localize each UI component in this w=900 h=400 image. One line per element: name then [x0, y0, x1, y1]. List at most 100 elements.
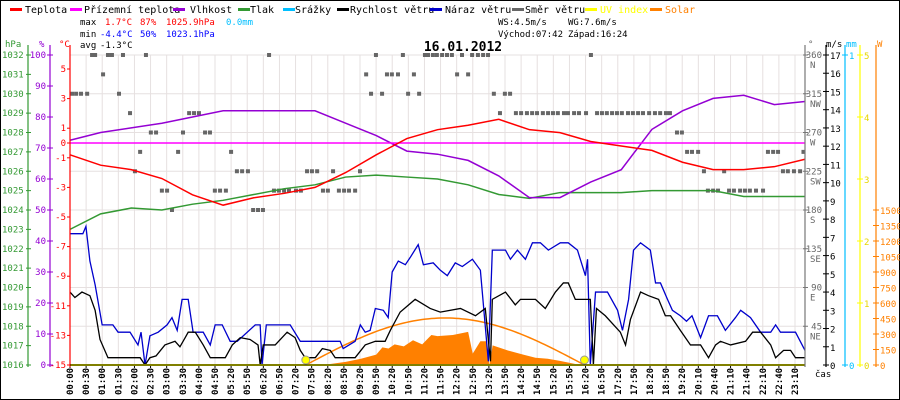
wind-direction-point — [475, 53, 480, 57]
temperature-tick-label: -9 — [55, 272, 66, 282]
solar-axis-unit: W — [877, 40, 883, 50]
wind-direction-point — [358, 169, 363, 174]
temperature-tick-label: 3 — [61, 95, 66, 105]
wind-direction-point — [696, 149, 701, 154]
wind-direction-point — [426, 53, 431, 57]
wind-direction-point — [513, 111, 518, 116]
wind-direction-point — [364, 72, 369, 77]
humidity-tick-label: 40 — [35, 237, 46, 247]
pressure-tick-label: 1020 — [2, 284, 24, 294]
solar-tick-label: 600 — [880, 300, 896, 310]
wind-direction-point — [555, 111, 560, 116]
wind-direction-point — [588, 53, 593, 57]
wind-direction-point — [346, 188, 351, 193]
stats-min-hum: 50% — [140, 30, 157, 40]
wind-direction-point — [85, 91, 90, 96]
wind-direction-point — [640, 111, 645, 116]
wind-direction-point — [320, 188, 325, 193]
wind-direction-point — [117, 91, 121, 96]
wind-direction-point — [440, 53, 445, 57]
wind-direction-point — [765, 149, 770, 154]
wind-direction-point — [610, 111, 615, 116]
x-axis-label: čas — [815, 369, 831, 380]
legend-swatch-6 — [430, 8, 442, 11]
wind-direction-point — [667, 111, 672, 116]
rain-tick-label: 1 — [849, 52, 854, 62]
direction-tick-label: 360 — [806, 51, 822, 61]
wind-tick-label: 2 — [830, 326, 835, 336]
x-tick-label: 05:20 — [227, 368, 237, 395]
wind-direction-point — [203, 130, 208, 135]
wind-direction-point — [776, 149, 781, 154]
wind-direction-point — [604, 111, 609, 116]
sunset-marker — [580, 355, 589, 365]
pressure-tick-label: 1028 — [2, 129, 24, 139]
wind-direction-point — [353, 188, 358, 193]
x-tick-label: 06:20 — [259, 368, 269, 395]
wind-direction-point — [336, 188, 341, 193]
uv-tick-label: 3 — [864, 176, 869, 186]
wind-direction-point — [154, 130, 159, 135]
legend-label: Náraz větru — [445, 4, 511, 16]
wind-tick-label: 12 — [830, 143, 841, 153]
x-tick-label: 07:50 — [308, 368, 318, 395]
temperature-tick-label: -11 — [50, 302, 66, 312]
wind-direction-point — [595, 111, 600, 116]
pressure-tick-label: 1019 — [2, 303, 24, 313]
wind-direction-point — [234, 169, 239, 174]
wind-tick-label: 17 — [830, 52, 841, 62]
wind-direction-point — [791, 169, 796, 174]
wind-direction-point — [785, 169, 790, 174]
wind-direction-point — [497, 111, 502, 116]
x-tick-label: 16:20 — [582, 368, 592, 395]
wind-direction-point — [422, 53, 427, 57]
solar-tick-label: 450 — [880, 316, 896, 326]
x-tick-label: 07:20 — [292, 368, 302, 395]
legend-swatch-3 — [238, 8, 250, 11]
wind-direction-point — [305, 169, 310, 174]
wind-direction-point — [342, 188, 347, 193]
humidity-tick-label: 100 — [30, 51, 46, 61]
wind-tick-label: 13 — [830, 125, 841, 135]
wind-direction-point — [128, 111, 133, 116]
wind-direction-point — [576, 111, 581, 116]
wind-direction-point — [663, 111, 668, 116]
solar-tick-label: 900 — [880, 269, 896, 279]
solar-tick-label: 150 — [880, 347, 896, 357]
x-tick-label: 16:50 — [598, 368, 608, 395]
wind-tick-label: 1 — [830, 344, 835, 354]
x-tick-label: 21:40 — [743, 368, 753, 395]
wind-direction-point — [550, 111, 555, 116]
uv-tick-label: 2 — [864, 238, 869, 248]
legend-swatch-0 — [10, 8, 22, 11]
x-tick-label: 22:10 — [759, 368, 769, 395]
direction-tick-compass: NE — [810, 332, 821, 342]
x-tick-label: 00:30 — [82, 368, 92, 395]
x-tick-label: 02:00 — [130, 368, 140, 395]
direction-tick-label: 180 — [806, 206, 822, 216]
wind-direction-point — [449, 53, 454, 57]
uv-tick-label: 4 — [864, 114, 869, 124]
x-tick-label: 09:20 — [356, 368, 366, 395]
x-tick-label: 04:00 — [195, 368, 205, 395]
x-tick-label: 01:30 — [114, 368, 124, 395]
wind-tick-label: 9 — [830, 198, 835, 208]
pressure-tick-label: 1026 — [2, 167, 24, 177]
wind-direction-point — [561, 111, 566, 116]
temperature-line — [69, 118, 806, 206]
x-tick-label: 18:50 — [662, 368, 672, 395]
wind-direction-point — [79, 91, 84, 96]
x-tick-label: 23:10 — [791, 368, 801, 395]
wind-direction-point — [109, 53, 114, 57]
wind-tick-label: 15 — [830, 88, 841, 98]
pressure-tick-label: 1024 — [2, 206, 24, 216]
legend-label: Rychlost větru — [350, 4, 434, 16]
x-tick-label: 19:20 — [678, 368, 688, 395]
wind-direction-point — [491, 91, 496, 96]
rain-axis-unit: mm — [846, 40, 857, 50]
temperature-tick-label: 5 — [61, 65, 66, 75]
x-tick-label: 15:50 — [565, 368, 575, 395]
wind-direction-point — [619, 111, 624, 116]
wind-direction-point — [679, 130, 684, 135]
wind-direction-point — [530, 111, 535, 116]
